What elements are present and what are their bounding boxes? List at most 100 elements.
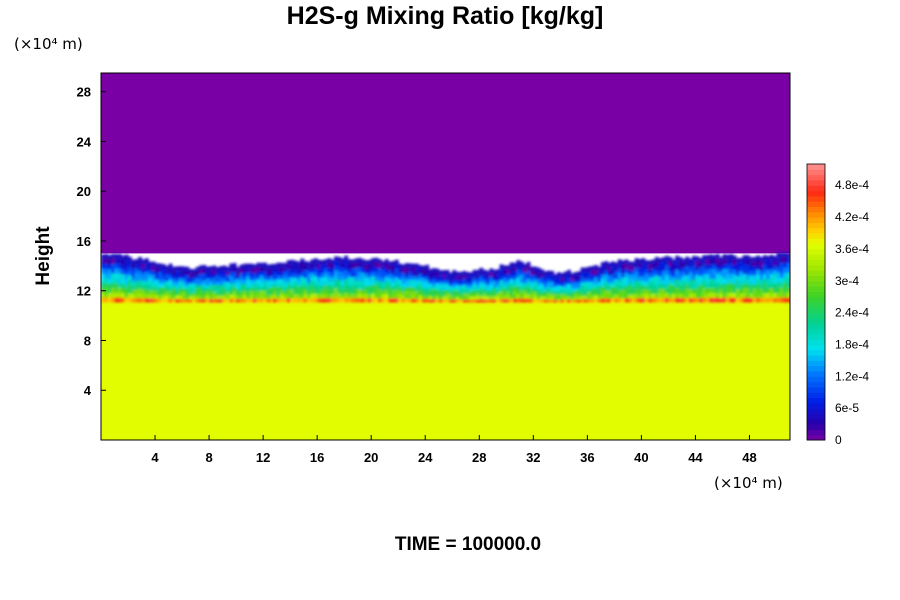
mixing-cell bbox=[756, 297, 761, 303]
mixing-cell bbox=[597, 271, 602, 276]
mixing-cell bbox=[638, 289, 642, 294]
mixing-cell bbox=[506, 273, 511, 278]
mixing-cell bbox=[455, 284, 460, 289]
mixing-cell bbox=[580, 271, 585, 276]
mixing-cell bbox=[273, 298, 278, 303]
mixing-cell bbox=[391, 297, 396, 303]
interface-fringe bbox=[614, 262, 619, 267]
mixing-cell bbox=[425, 280, 430, 285]
mixing-cell bbox=[155, 290, 160, 295]
mixing-cell bbox=[766, 283, 771, 289]
mixing-cell bbox=[141, 272, 146, 278]
mixing-cell bbox=[350, 276, 355, 282]
mixing-cell bbox=[114, 272, 119, 279]
mixing-cell bbox=[479, 278, 484, 283]
interface-fringe bbox=[391, 261, 396, 266]
mixing-cell bbox=[225, 281, 230, 286]
mixing-cell bbox=[431, 288, 436, 293]
mixing-cell bbox=[239, 276, 244, 281]
mixing-cell bbox=[627, 281, 632, 287]
mixing-cell bbox=[404, 275, 409, 280]
mixing-cell bbox=[708, 263, 713, 269]
interface-fringe bbox=[631, 261, 636, 267]
mixing-cell bbox=[631, 293, 636, 299]
colorbar-segment bbox=[807, 413, 825, 420]
mixing-cell bbox=[499, 272, 504, 277]
mixing-cell bbox=[762, 259, 767, 265]
mixing-cell bbox=[185, 271, 190, 276]
interface-fringe bbox=[421, 265, 426, 271]
mixing-cell bbox=[381, 273, 386, 279]
mixing-cell bbox=[502, 291, 507, 296]
mixing-cell bbox=[377, 293, 382, 299]
mixing-cell bbox=[739, 266, 744, 272]
mixing-cell bbox=[631, 297, 636, 303]
mixing-cell bbox=[182, 281, 187, 286]
y-tick-label: 20 bbox=[77, 184, 91, 199]
mixing-cell bbox=[621, 281, 626, 287]
mixing-cell bbox=[732, 283, 737, 289]
mixing-cell bbox=[263, 274, 268, 280]
mixing-cell bbox=[783, 277, 788, 283]
mixing-cell bbox=[482, 292, 487, 297]
mixing-cell bbox=[742, 273, 747, 279]
mixing-cell bbox=[280, 290, 284, 295]
mixing-cell bbox=[729, 277, 734, 284]
mixing-cell bbox=[215, 288, 220, 293]
mixing-cell bbox=[627, 269, 632, 275]
mixing-cell bbox=[641, 284, 646, 290]
mixing-cell bbox=[665, 288, 670, 294]
mixing-cell bbox=[513, 278, 518, 284]
interface-fringe bbox=[371, 258, 376, 263]
mixing-cell bbox=[215, 295, 220, 300]
mixing-cell bbox=[668, 270, 673, 276]
interface-fringe bbox=[448, 272, 453, 278]
mixing-cell bbox=[239, 280, 244, 285]
mixing-cell bbox=[543, 296, 548, 300]
mixing-cell bbox=[222, 277, 227, 282]
mixing-cell bbox=[286, 281, 291, 286]
mixing-cell bbox=[232, 286, 237, 292]
mixing-cell bbox=[627, 285, 632, 291]
mixing-cell bbox=[242, 271, 247, 277]
mixing-cell bbox=[638, 263, 642, 269]
interface-fringe bbox=[482, 269, 487, 275]
mixing-cell bbox=[188, 295, 193, 300]
mixing-cell bbox=[685, 261, 690, 267]
mixing-cell bbox=[708, 273, 713, 279]
mixing-cell bbox=[101, 268, 105, 274]
mixing-cell bbox=[148, 297, 153, 303]
mixing-cell bbox=[320, 264, 325, 270]
mixing-cell bbox=[638, 271, 642, 277]
mixing-cell bbox=[465, 296, 470, 300]
mixing-cell bbox=[408, 267, 413, 273]
mixing-cell bbox=[438, 277, 443, 282]
mixing-cell bbox=[462, 281, 467, 285]
mixing-cell bbox=[556, 290, 561, 295]
interface-fringe bbox=[381, 261, 386, 266]
interface-fringe bbox=[661, 257, 666, 262]
mixing-cell bbox=[222, 273, 227, 278]
mixing-cell bbox=[141, 263, 146, 269]
mixing-cell bbox=[739, 288, 744, 294]
colorbar-segment bbox=[807, 243, 825, 250]
mixing-cell bbox=[232, 290, 237, 295]
mixing-cell bbox=[746, 269, 751, 275]
mixing-cell bbox=[610, 289, 615, 295]
mixing-cell bbox=[388, 293, 393, 299]
mixing-cell bbox=[421, 294, 426, 299]
mixing-cell bbox=[590, 298, 595, 303]
mixing-cell bbox=[428, 295, 433, 300]
mixing-cell bbox=[462, 284, 467, 288]
mixing-cell bbox=[475, 289, 480, 294]
mixing-cell bbox=[675, 264, 680, 271]
interface-fringe bbox=[442, 270, 447, 275]
mixing-cell bbox=[681, 280, 686, 286]
mixing-cell bbox=[290, 289, 295, 295]
mixing-cell bbox=[492, 295, 497, 300]
mixing-cell bbox=[124, 292, 129, 298]
mixing-cell bbox=[634, 280, 639, 286]
mixing-cell bbox=[313, 297, 318, 303]
mixing-cell bbox=[641, 280, 646, 286]
